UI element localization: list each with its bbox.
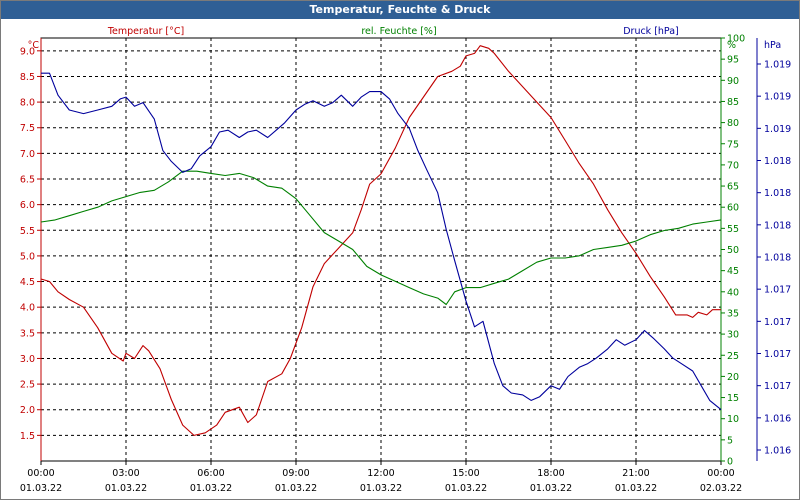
x-tick-label-date: 01.03.22 xyxy=(530,483,572,494)
x-tick-label-date: 01.03.22 xyxy=(275,483,317,494)
y-pressure-tick-label: 1.017 xyxy=(764,317,791,328)
y-left-tick-label: 4.0 xyxy=(20,303,35,314)
x-tick-label-time: 21:00 xyxy=(622,468,649,479)
y-left-tick-label: 2.5 xyxy=(20,380,35,391)
x-tick-label-time: 00:00 xyxy=(707,468,734,479)
y-pressure-tick-label: 1.017 xyxy=(764,349,791,360)
y-left-tick-label: 2.0 xyxy=(20,405,35,416)
y-pressure-tick-label: 1.017 xyxy=(764,285,791,296)
y-left-tick-label: 5.0 xyxy=(20,251,35,262)
y-left-tick-label: 6.0 xyxy=(20,200,35,211)
y-right-tick-label: 15 xyxy=(727,393,739,404)
y-right-unit-label: % xyxy=(727,40,736,51)
y-pressure-tick-label: 1.017 xyxy=(764,381,791,392)
y-right-tick-label: 60 xyxy=(727,203,739,214)
x-tick-label-date: 01.03.22 xyxy=(445,483,487,494)
y-pressure-tick-label: 1.018 xyxy=(764,220,791,231)
y-pressure-tick-label: 1.018 xyxy=(764,253,791,264)
y-right-tick-label: 50 xyxy=(727,245,739,256)
y-right-tick-label: 90 xyxy=(727,76,739,87)
y-left-tick-label: 4.5 xyxy=(20,277,35,288)
y-pressure-tick-label: 1.019 xyxy=(764,124,791,135)
y-right-tick-label: 45 xyxy=(727,266,739,277)
chart-title: Temperatur, Feuchte & Druck xyxy=(1,1,799,19)
y-right-tick-label: 65 xyxy=(727,182,739,193)
axis-title-temperature: Temperatur [°C] xyxy=(107,26,184,37)
y-right-tick-label: 100 xyxy=(727,34,745,45)
y-pressure-tick-label: 1.019 xyxy=(764,60,791,71)
y-right-tick-label: 80 xyxy=(727,118,739,129)
x-tick-label-time: 00:00 xyxy=(27,468,54,479)
x-tick-label-time: 12:00 xyxy=(367,468,394,479)
y-left-tick-label: 5.5 xyxy=(20,226,35,237)
y-right-tick-label: 5 xyxy=(727,435,733,446)
y-right-tick-label: 0 xyxy=(727,457,733,468)
y-left-tick-label: 7.0 xyxy=(20,149,35,160)
x-tick-label-time: 06:00 xyxy=(197,468,224,479)
y-left-tick-label: 6.5 xyxy=(20,175,35,186)
x-tick-label-time: 03:00 xyxy=(112,468,139,479)
x-tick-label-date: 02.03.22 xyxy=(700,483,742,494)
y-left-tick-label: 8.5 xyxy=(20,72,35,83)
pressure-line xyxy=(41,72,722,411)
x-tick-label-time: 09:00 xyxy=(282,468,309,479)
x-tick-label-date: 01.03.22 xyxy=(20,483,62,494)
x-tick-label-time: 15:00 xyxy=(452,468,479,479)
axis-title-pressure: Druck [hPa] xyxy=(623,26,679,37)
y-left-tick-label: 7.5 xyxy=(20,123,35,134)
y-pressure-tick-label: 1.018 xyxy=(764,156,791,167)
y-right-tick-label: 35 xyxy=(727,308,739,319)
y-pressure-tick-label: 1.018 xyxy=(764,188,791,199)
y-pressure-tick-label: 1.016 xyxy=(764,446,791,457)
x-tick-label-date: 01.03.22 xyxy=(105,483,147,494)
x-tick-label-date: 01.03.22 xyxy=(190,483,232,494)
y-right-tick-label: 10 xyxy=(727,414,739,425)
axis-title-humidity: rel. Feuchte [%] xyxy=(361,26,436,37)
y-pressure-tick-label: 1.016 xyxy=(764,413,791,424)
y-right-tick-label: 25 xyxy=(727,351,739,362)
y-left-tick-label: 3.0 xyxy=(20,354,35,365)
y-left-unit-label: °C xyxy=(28,40,40,51)
x-tick-label-date: 01.03.22 xyxy=(615,483,657,494)
y-left-tick-label: 1.5 xyxy=(20,431,35,442)
y-left-tick-label: 9.0 xyxy=(20,46,35,57)
y-pressure-unit-label: hPa xyxy=(764,40,781,51)
y-right-tick-label: 95 xyxy=(727,55,739,66)
y-right-tick-label: 20 xyxy=(727,372,739,383)
x-tick-label-date: 01.03.22 xyxy=(360,483,402,494)
y-right-tick-label: 70 xyxy=(727,160,739,171)
humidity-line xyxy=(40,170,722,306)
x-tick-label-time: 18:00 xyxy=(537,468,564,479)
y-left-tick-label: 3.5 xyxy=(20,328,35,339)
y-pressure-tick-label: 1.019 xyxy=(764,92,791,103)
y-right-tick-label: 75 xyxy=(727,139,739,150)
y-left-tick-label: 8.0 xyxy=(20,98,35,109)
y-right-tick-label: 40 xyxy=(727,287,739,298)
y-right-tick-label: 85 xyxy=(727,97,739,108)
y-right-tick-label: 30 xyxy=(727,330,739,341)
y-right-tick-label: 55 xyxy=(727,224,739,235)
temperature-line xyxy=(40,45,721,436)
